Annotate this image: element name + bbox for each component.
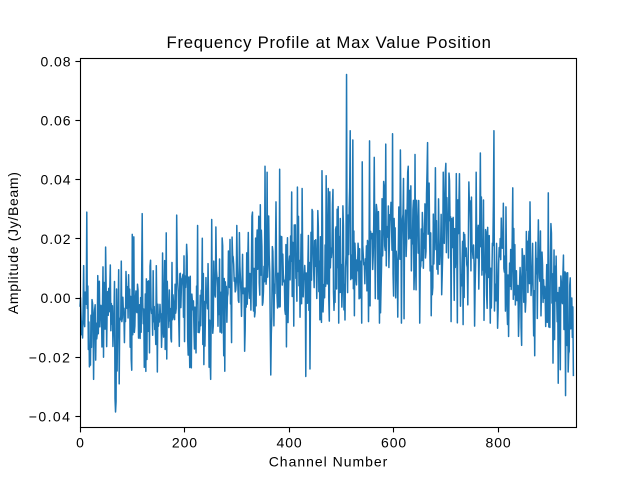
svg-text:0.02: 0.02 bbox=[41, 231, 72, 247]
svg-text:0.08: 0.08 bbox=[41, 53, 72, 69]
svg-text:−0.02: −0.02 bbox=[29, 349, 72, 365]
svg-text:800: 800 bbox=[486, 435, 512, 451]
svg-text:0.06: 0.06 bbox=[41, 113, 72, 129]
svg-text:0: 0 bbox=[76, 435, 85, 451]
svg-text:Amplitude (Jy/Beam): Amplitude (Jy/Beam) bbox=[5, 171, 21, 314]
svg-text:0.04: 0.04 bbox=[41, 172, 72, 188]
svg-text:200: 200 bbox=[172, 435, 198, 451]
svg-text:600: 600 bbox=[381, 435, 407, 451]
svg-text:−0.04: −0.04 bbox=[29, 409, 72, 425]
svg-text:Channel Number: Channel Number bbox=[269, 454, 389, 470]
svg-text:Frequency Profile at Max Value: Frequency Profile at Max Value Position bbox=[166, 33, 491, 52]
svg-text:400: 400 bbox=[277, 435, 303, 451]
svg-text:0.00: 0.00 bbox=[41, 290, 72, 306]
